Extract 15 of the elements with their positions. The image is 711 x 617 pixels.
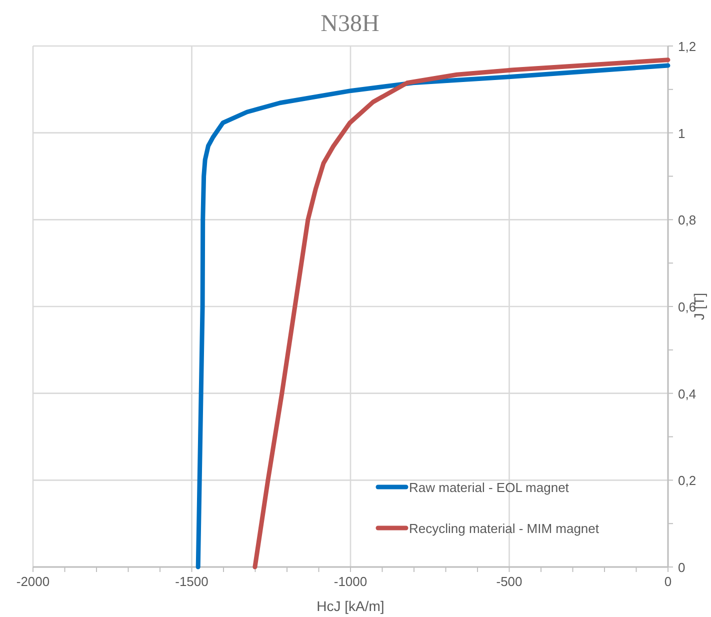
legend-label: Recycling material - MIM magnet xyxy=(409,521,600,536)
y-tick-label: 0,2 xyxy=(678,473,696,488)
y-tick-label: 0,4 xyxy=(678,386,696,402)
y-tick-label: 1 xyxy=(678,126,686,141)
x-axis-title: HcJ [kA/m] xyxy=(316,598,384,614)
x-tick-label: -1000 xyxy=(334,574,368,589)
y-tick-label: 1,2 xyxy=(678,39,696,54)
y-tick-label: 0 xyxy=(678,560,686,575)
x-tick-label: 0 xyxy=(664,574,672,589)
chart-title: N38H xyxy=(320,11,380,37)
x-tick-label: -1500 xyxy=(175,574,208,589)
legend-label: Raw material - EOL magnet xyxy=(409,480,570,495)
y-tick-label: 0,8 xyxy=(678,212,696,228)
x-tick-label: -2000 xyxy=(16,574,50,589)
x-tick-label: -500 xyxy=(496,574,522,589)
